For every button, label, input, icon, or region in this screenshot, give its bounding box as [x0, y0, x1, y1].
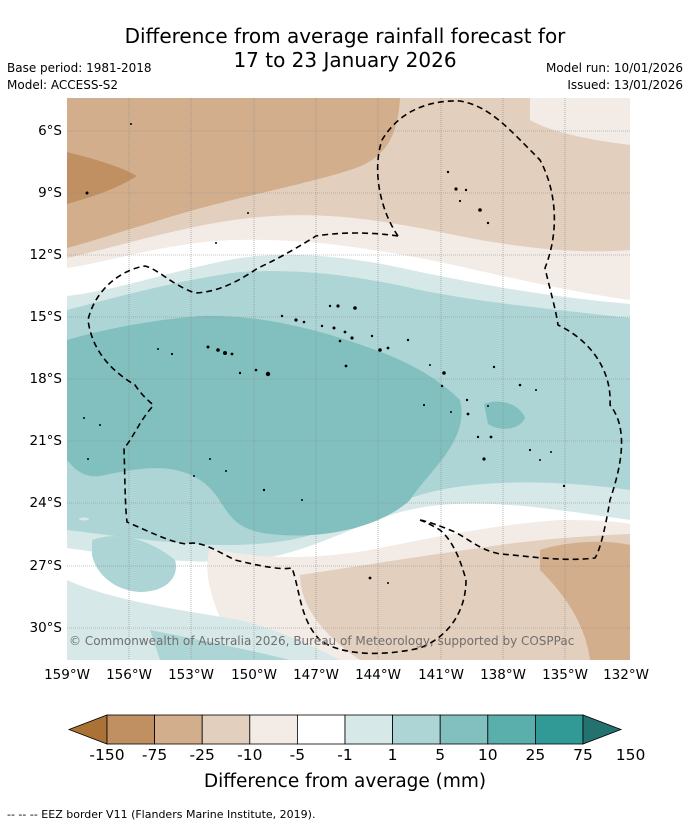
colorbar-tick-label: -150 [89, 746, 125, 764]
islands [83, 123, 566, 584]
lon-label-153w: 153°W [168, 667, 214, 683]
map-title-line1: Difference from average rainfall forecas… [124, 24, 566, 48]
wet-moderate-southwest-edge [150, 630, 290, 660]
eez-borders [87, 100, 623, 655]
graticule [67, 98, 630, 660]
copyright-notice: © Commonwealth of Australia 2026, Bureau… [69, 634, 575, 648]
lon-label-141w: 141°W [418, 667, 464, 683]
lon-label-144w: 144°W [355, 667, 401, 683]
colorbar-segment [249, 714, 298, 745]
colorbar [67, 714, 623, 745]
wet-light-southwest [67, 580, 340, 660]
colorbar-tick-label: 150 [615, 746, 646, 764]
colorbar-tick-label: -5 [289, 746, 306, 764]
colorbar-tick-label: -1 [337, 746, 353, 764]
wet-strong-center [67, 315, 462, 536]
wet-strong-east-patch [484, 401, 525, 429]
dry-very-strong-patch [67, 152, 137, 204]
lon-label-138w: 138°W [480, 667, 526, 683]
colorbar-segment [154, 714, 203, 745]
model-name: Model: ACCESS-S2 [7, 78, 119, 92]
colorbar-segment [201, 714, 251, 745]
colorbar-segment [296, 714, 346, 745]
issued-date: Issued: 13/01/2026 [567, 78, 683, 92]
lon-label-147w: 147°W [293, 667, 339, 683]
lon-label-156w: 156°W [106, 667, 152, 683]
colorbar-tick-label: 25 [525, 746, 546, 764]
colorbar-segment [439, 714, 489, 745]
dry-light-northeast [530, 98, 630, 145]
lat-label-15s: 15°S [29, 309, 63, 325]
eez-legend-footnote: -- -- -- EEZ border V11 (Flanders Marine… [7, 808, 316, 821]
colorbar-arrow-high [582, 714, 623, 745]
colorbar-segment [344, 714, 393, 745]
dry-strong-north [67, 98, 400, 248]
colorbar-tick-label: -75 [141, 746, 168, 764]
colorbar-tick-label: 75 [573, 746, 593, 764]
colorbar-arrow-low [67, 714, 108, 745]
colorbar-tick-label: 1 [387, 746, 398, 764]
map-field [67, 98, 630, 660]
colorbar-title: Difference from average (mm) [203, 771, 487, 792]
lon-label-150w: 150°W [231, 667, 277, 683]
colorbar-tick-label: 5 [435, 746, 446, 764]
lat-label-6s: 6°S [38, 123, 62, 139]
map-title-line2: 17 to 23 January 2026 [233, 48, 457, 72]
colorbar-tick-label: 10 [477, 746, 498, 764]
lat-label-27s: 27°S [29, 558, 63, 574]
colorbar-tick-label: -10 [237, 746, 263, 764]
colorbar-segment [535, 714, 584, 745]
lon-label-159w: 159°W [44, 667, 90, 683]
dry-strong-southeast [540, 541, 630, 660]
wet-moderate-southwest [92, 536, 176, 592]
base-period: Base period: 1981-2018 [7, 61, 152, 75]
lat-label-24s: 24°S [29, 495, 63, 511]
lon-label-132w: 132°W [603, 667, 649, 683]
lat-label-21s: 21°S [29, 433, 63, 449]
small-shoal [79, 517, 89, 521]
lon-label-135w: 135°W [542, 667, 588, 683]
model-run-date: Model run: 10/01/2026 [545, 61, 683, 75]
lat-label-30s: 30°S [29, 620, 63, 636]
lat-label-18s: 18°S [29, 371, 63, 387]
colorbar-tick-label: -25 [189, 746, 215, 764]
colorbar-segment [487, 714, 536, 745]
lat-label-9s: 9°S [38, 185, 62, 201]
colorbar-segment [392, 714, 441, 745]
colorbar-segment [106, 714, 155, 745]
lat-label-12s: 12°S [29, 247, 63, 263]
